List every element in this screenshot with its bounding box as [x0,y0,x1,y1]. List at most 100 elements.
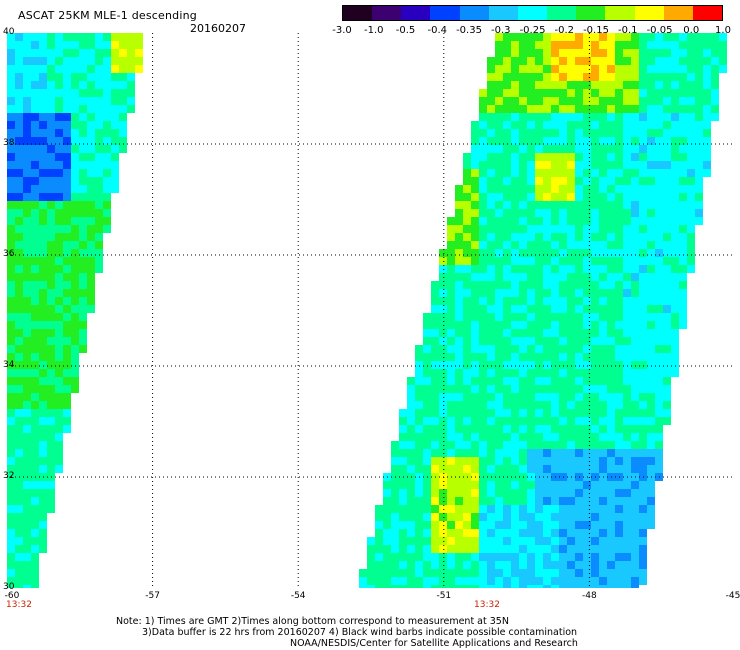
data-cell [519,273,527,281]
data-cell [543,441,551,449]
data-cell [615,273,623,281]
data-cell [599,369,607,377]
data-cell [23,409,31,417]
data-cell [591,177,599,185]
data-cell [575,345,583,353]
data-cell [95,177,103,185]
data-cell [687,89,695,97]
data-cell [559,569,567,577]
data-cell [551,481,559,489]
data-cell [639,129,647,137]
data-cell [567,121,575,129]
data-cell [607,393,615,401]
data-cell [599,257,607,265]
data-cell [55,449,63,457]
data-cell [15,393,23,401]
data-cell [63,361,71,369]
data-cell [23,513,31,521]
data-cell [591,289,599,297]
data-cell [7,113,15,121]
data-cell [671,193,679,201]
data-cell [47,457,55,465]
data-cell [639,289,647,297]
data-cell [7,241,15,249]
data-cell [511,561,519,569]
data-cell [607,281,615,289]
data-cell [95,73,103,81]
data-cell [639,65,647,73]
data-cell [15,425,23,433]
data-cell [551,377,559,385]
data-cell [487,497,495,505]
data-cell [663,289,671,297]
data-cell [527,105,535,113]
data-cell [559,161,567,169]
data-cell [543,385,551,393]
data-cell [439,577,447,585]
data-cell [583,129,591,137]
data-cell [103,145,111,153]
data-cell [503,57,511,65]
data-cell [503,97,511,105]
data-cell [39,329,47,337]
colorbar [342,5,723,21]
data-cell [503,529,511,537]
data-cell [599,417,607,425]
data-cell [471,537,479,545]
data-cell [7,521,15,529]
data-cell [631,345,639,353]
data-cell [527,281,535,289]
data-cell [607,369,615,377]
data-cell [655,129,663,137]
data-cell [87,289,95,297]
data-cell [79,153,87,161]
data-cell [479,329,487,337]
data-cell [631,569,639,577]
data-cell [479,161,487,169]
data-cell [71,289,79,297]
data-cell [543,281,551,289]
data-cell [639,529,647,537]
data-cell [679,321,687,329]
data-cell [31,401,39,409]
data-cell [687,49,695,57]
data-cell [535,289,543,297]
data-cell [703,145,711,153]
data-cell [695,185,703,193]
data-cell [535,321,543,329]
data-cell [647,521,655,529]
data-cell [39,81,47,89]
data-cell [647,457,655,465]
data-cell [567,289,575,297]
data-cell [647,105,655,113]
data-cell [631,257,639,265]
data-cell [599,321,607,329]
data-cell [487,89,495,97]
data-cell [671,249,679,257]
data-cell [111,105,119,113]
data-cell [415,521,423,529]
data-cell [647,241,655,249]
data-cell [23,377,31,385]
data-cell [575,49,583,57]
data-cell [423,393,431,401]
data-cell [687,57,695,65]
data-cell [7,81,15,89]
data-cell [679,257,687,265]
data-cell [655,201,663,209]
data-cell [431,561,439,569]
data-cell [551,161,559,169]
data-cell [415,457,423,465]
data-cell [599,441,607,449]
data-cell [527,497,535,505]
data-cell [487,513,495,521]
data-cell [399,441,407,449]
data-cell [487,329,495,337]
data-cell [63,57,71,65]
data-cell [487,553,495,561]
data-cell [535,121,543,129]
data-cell [503,257,511,265]
data-cell [671,185,679,193]
data-cell [591,409,599,417]
data-cell [687,177,695,185]
